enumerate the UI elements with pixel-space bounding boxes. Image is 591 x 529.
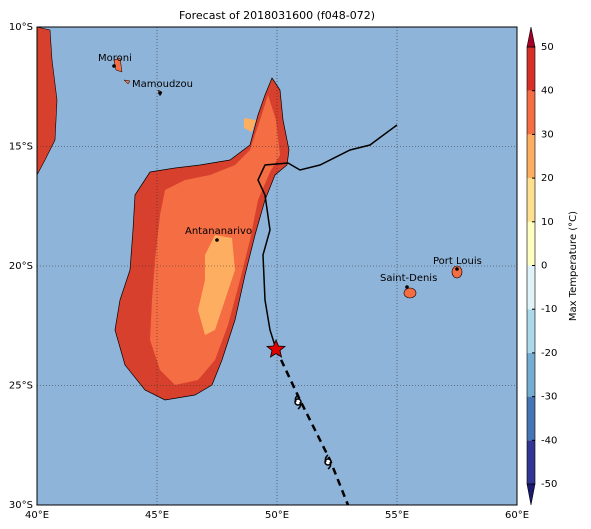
lat-tick-label: 10°S bbox=[9, 22, 33, 33]
lon-tick-label: 50°E bbox=[265, 510, 289, 521]
city-label: Moroni bbox=[98, 53, 132, 64]
lon-tick-label: 60°E bbox=[505, 510, 529, 521]
colorbar-tick-label: -10 bbox=[541, 304, 557, 315]
storm-symbols bbox=[294, 394, 332, 470]
storm-track-observed bbox=[257, 124, 398, 350]
lat-tick-label: 25°S bbox=[9, 381, 33, 392]
city-dot bbox=[455, 267, 459, 271]
africa-coast bbox=[36, 26, 58, 176]
city-dot bbox=[112, 64, 116, 68]
lat-tick-label: 15°S bbox=[9, 142, 33, 153]
city-label: Mamoudzou bbox=[132, 79, 193, 90]
colorbar-label: Max Temperature (°C) bbox=[568, 211, 579, 321]
colorbar-band bbox=[527, 265, 535, 310]
storm-position bbox=[265, 338, 287, 358]
colorbar-over bbox=[526, 26, 536, 48]
city-label: Antananarivo bbox=[185, 226, 252, 237]
lat-tick-label: 30°S bbox=[9, 500, 33, 511]
colorbar-band bbox=[527, 221, 535, 266]
colorbar-tick-label: 40 bbox=[541, 86, 554, 97]
madagascar-high bbox=[198, 235, 235, 335]
colorbar-tick-label: 10 bbox=[541, 217, 554, 228]
title: Forecast of 2018031600 (f048-072) bbox=[179, 9, 375, 22]
storm-track-forecast bbox=[274, 348, 350, 506]
colorbar-tick-label: -30 bbox=[541, 392, 557, 403]
lon-tick-label: 40°E bbox=[25, 510, 49, 521]
city-dot bbox=[405, 285, 409, 289]
madagascar-high-north bbox=[244, 118, 256, 132]
colorbar-band bbox=[527, 309, 535, 353]
colorbar-tick-label: 30 bbox=[541, 129, 554, 140]
city-dot bbox=[215, 238, 219, 242]
colorbar-tick-label: 20 bbox=[541, 173, 554, 184]
colorbar-tick-label: -40 bbox=[541, 435, 557, 446]
lon-tick-label: 55°E bbox=[385, 510, 409, 521]
lat-tick-label: 20°S bbox=[9, 261, 33, 272]
colorbar-under bbox=[526, 483, 536, 506]
colorbar-band bbox=[527, 440, 535, 484]
colorbar-band bbox=[527, 178, 535, 222]
colorbar-band bbox=[527, 352, 535, 397]
city-label: Port Louis bbox=[433, 256, 482, 267]
colorbar-band bbox=[527, 90, 535, 135]
lon-tick-label: 45°E bbox=[145, 510, 169, 521]
colorbar-tick-label: -20 bbox=[541, 348, 557, 359]
colorbar: -50 -40 -30 -20 -10 0 10 20 30 40 50 bbox=[526, 26, 557, 506]
map-frame bbox=[36, 26, 518, 506]
map: Moroni Mamoudzou Antananarivo Saint-Denis Po… bbox=[36, 26, 518, 506]
colorbar-tick-label: -50 bbox=[541, 479, 557, 490]
colorbar-band bbox=[527, 134, 535, 179]
city-label: Saint-Denis bbox=[380, 273, 437, 284]
colorbar-band bbox=[527, 47, 535, 91]
colorbar-tick-label: 0 bbox=[541, 261, 547, 272]
colorbar-band bbox=[527, 396, 535, 441]
city-dot bbox=[158, 91, 162, 95]
colorbar-tick-label: 50 bbox=[541, 42, 554, 53]
island bbox=[403, 287, 417, 299]
